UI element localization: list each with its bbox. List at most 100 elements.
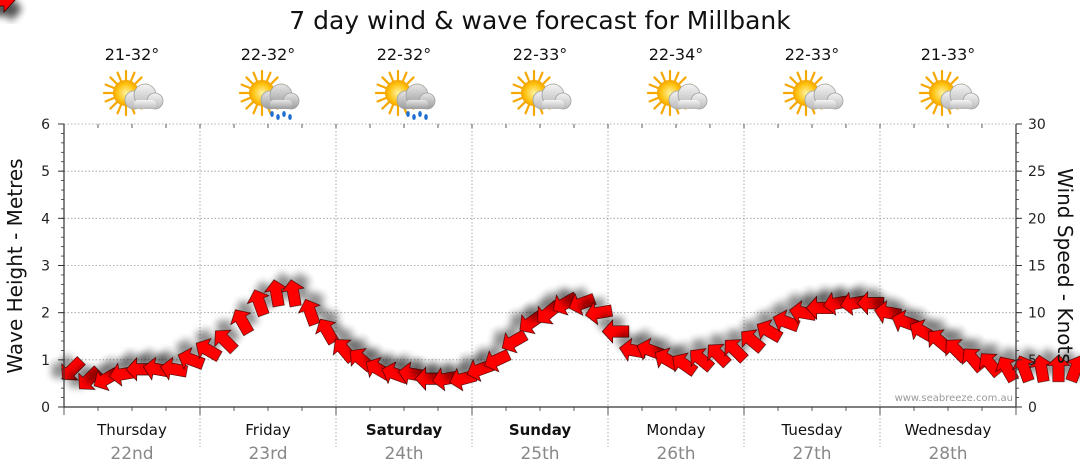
sun-ray [381, 101, 390, 110]
cloud-shape [260, 83, 300, 110]
wind-arrow [552, 291, 580, 316]
showers-icon [374, 69, 436, 120]
right-tick-label: 30 [1028, 117, 1046, 133]
cloud-base [678, 100, 700, 109]
wind-arrow [690, 348, 716, 373]
sun-ray [809, 71, 816, 83]
wind-arrow [756, 319, 784, 344]
sun-ray [512, 96, 524, 103]
partly-cloudy-icon [646, 69, 708, 117]
day-name-label: Friday [245, 421, 291, 439]
sun-ray [653, 101, 662, 110]
sun-ray [265, 71, 272, 83]
cloud-shape [532, 83, 572, 110]
sun-ray [945, 71, 952, 83]
sun-ray [660, 103, 667, 115]
x-axis-day-labels: Thursday 22nd Friday 23rd Saturday 24th Sunday… [96, 421, 991, 464]
sun-ray [920, 83, 932, 90]
sun-ray [381, 76, 390, 85]
cloud-shape [940, 83, 980, 110]
left-tick-label: 6 [41, 117, 50, 133]
sun-ray [245, 101, 254, 110]
cloud-shape [668, 83, 708, 110]
sun-ray [512, 83, 524, 90]
sun-ray [129, 71, 136, 83]
sun-ray [270, 76, 279, 85]
sun-ray [660, 71, 667, 83]
wind-arrow [432, 367, 461, 392]
wind-arrow [230, 309, 255, 337]
right-axis-label: Wind Speed - Knots [1053, 168, 1077, 364]
sun-ray [388, 103, 395, 115]
day-date-label: 28th [928, 444, 967, 464]
left-tick-label: 4 [41, 211, 50, 227]
sun-ray [517, 101, 526, 110]
day-name-label: Monday [646, 421, 705, 439]
partly-cloudy-icon [918, 69, 980, 117]
wind-arrow [601, 319, 630, 344]
sun-ray [252, 103, 259, 115]
raindrop [418, 111, 422, 117]
sun-ray [406, 76, 415, 85]
wind-arrow [280, 279, 305, 308]
day-name-label: Thursday [96, 421, 167, 439]
sun-ray [789, 76, 798, 85]
sun-ray [252, 71, 259, 83]
sun-ray [950, 76, 959, 85]
sun-ray [517, 76, 526, 85]
wind-arrow [568, 292, 597, 316]
sun-ray [653, 76, 662, 85]
cloud-shape [124, 83, 164, 110]
day-date-label: 23rd [248, 444, 287, 464]
raindrop [424, 114, 428, 120]
sun-ray [814, 76, 823, 85]
wind-arrow [995, 356, 1020, 384]
right-tick-label: 15 [1028, 259, 1046, 275]
sun-ray [116, 103, 123, 115]
cloud-base [814, 100, 836, 109]
wind-arrow [263, 279, 288, 308]
day-temp-range: 22-33° [513, 45, 568, 64]
partly-cloudy-icon [510, 69, 572, 117]
wind-arrow [707, 343, 732, 369]
day-temp-range: 22-33° [785, 45, 840, 64]
sun-ray [784, 83, 796, 90]
wind-arrow [315, 318, 340, 346]
wind-arrow [672, 352, 699, 377]
sun-ray [537, 71, 544, 83]
left-tick-label: 1 [41, 353, 50, 369]
sun-ray [796, 103, 803, 115]
cloud-base [134, 100, 156, 109]
sun-ray [524, 103, 531, 115]
wind-arrow [501, 329, 529, 354]
sun-ray [109, 76, 118, 85]
right-tick-label: 20 [1028, 211, 1046, 227]
wind-arrow [1065, 355, 1080, 384]
sun-ray [932, 103, 939, 115]
raindrop [412, 114, 416, 120]
wind-arrow [1028, 354, 1053, 383]
left-tick-label: 2 [41, 306, 50, 322]
day-temp-range: 21-33° [921, 45, 976, 64]
daily-forecast-row: 21-32° 22-32° 22-32° 22-33° 22-34° 22-33° 21-3… [102, 45, 980, 120]
wind-arrows [0, 0, 1080, 392]
wind-arrow [823, 291, 852, 316]
right-tick-label: 10 [1028, 306, 1046, 322]
day-temp-range: 22-32° [377, 45, 432, 64]
partly-cloudy-icon [782, 69, 844, 117]
left-axis-label: Wave Height - Metres [3, 158, 27, 373]
sun-ray [240, 83, 252, 90]
sun-ray [796, 71, 803, 83]
gridlines [64, 123, 1016, 447]
wind-arrow [1046, 354, 1071, 382]
raindrop [288, 114, 292, 120]
day-name-label: Tuesday [780, 421, 842, 439]
left-tick-label: 0 [41, 400, 50, 416]
sun-ray [648, 83, 660, 90]
chart-title: 7 day wind & wave forecast for Millbank [289, 6, 791, 35]
partly-cloudy-icon [102, 69, 164, 117]
day-name-label: Wednesday [905, 421, 992, 439]
wind-arrow [741, 329, 767, 354]
right-tick-label: 25 [1028, 164, 1046, 180]
